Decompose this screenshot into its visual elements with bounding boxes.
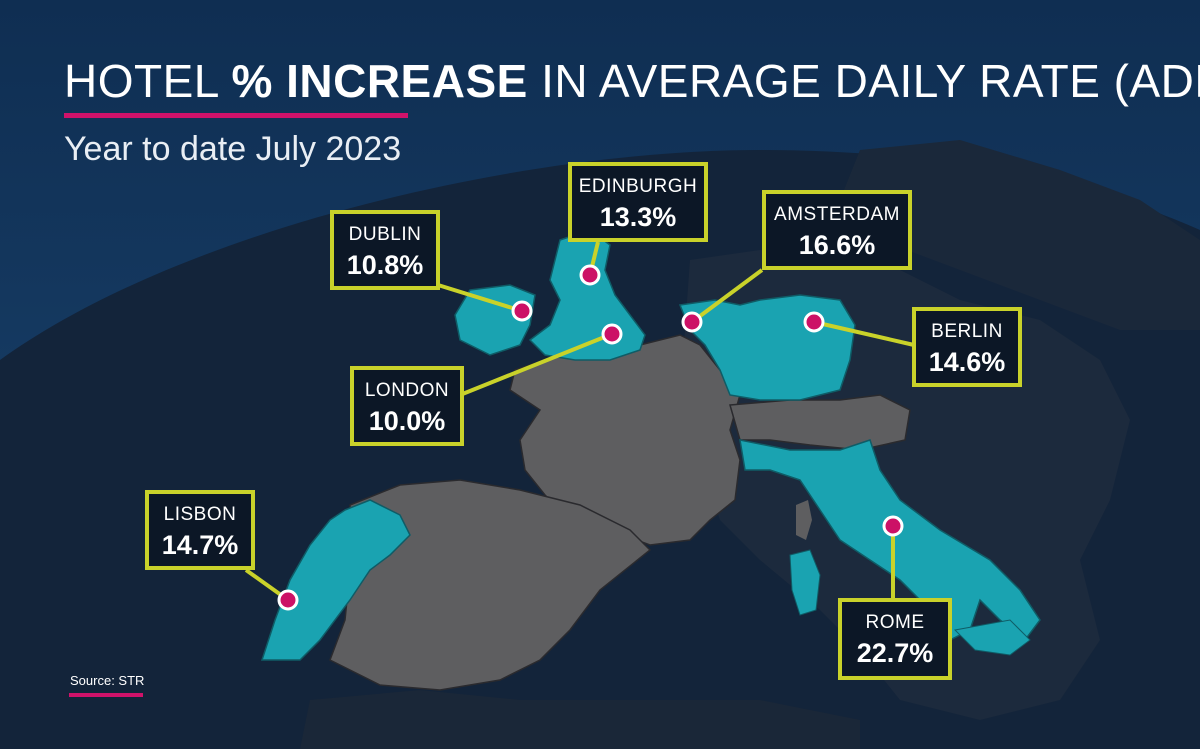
adr-value: 10.0% — [368, 406, 446, 436]
edinburgh-marker — [579, 264, 601, 286]
adr-value: 13.3% — [599, 202, 677, 232]
city-name: LONDON — [364, 380, 450, 401]
italy-shape — [739, 439, 1041, 642]
sardinia-shape — [789, 549, 821, 616]
label-london: LONDON 10.0% — [350, 366, 464, 446]
berlin-marker — [803, 311, 825, 333]
headline-suffix: IN AVERAGE DAILY RATE (ADR) — [527, 55, 1200, 107]
amsterdam-marker — [681, 311, 703, 333]
subtitle: Year to date July 2023 — [64, 130, 402, 168]
adr-value: 14.7% — [161, 530, 239, 560]
adr-value: 14.6% — [928, 347, 1006, 377]
ireland-shape — [454, 284, 536, 356]
alps-shape — [729, 394, 911, 451]
spain-shape — [329, 479, 652, 691]
label-amsterdam: AMSTERDAM 16.6% — [762, 190, 912, 270]
corsica-shape — [796, 500, 812, 540]
label-edinburgh: EDINBURGH 13.3% — [568, 162, 708, 242]
city-name: BERLIN — [931, 321, 1003, 342]
london-connector — [459, 332, 613, 397]
lisbon-marker — [277, 589, 299, 611]
rome-marker — [882, 515, 904, 537]
city-name: AMSTERDAM — [774, 204, 900, 225]
dublin-connector — [437, 283, 523, 313]
scandinavia-land — [840, 140, 1200, 330]
label-lisbon: LISBON 14.7% — [145, 490, 255, 570]
source-accent-rule — [69, 693, 143, 697]
city-name: DUBLIN — [348, 224, 422, 245]
north-africa-land — [300, 690, 860, 749]
headline-emphasis: % INCREASE — [231, 55, 528, 107]
label-dublin: DUBLIN 10.8% — [330, 210, 440, 290]
headline-prefix: HOTEL — [64, 55, 232, 107]
title-accent-rule — [64, 113, 408, 118]
city-name: EDINBURGH — [578, 176, 698, 197]
berlin-connector — [813, 320, 915, 347]
dublin-marker — [511, 300, 533, 322]
france-shape — [509, 334, 741, 546]
adr-value: 22.7% — [856, 638, 934, 668]
headline: HOTEL % INCREASE IN AVERAGE DAILY RATE (… — [64, 54, 1200, 108]
label-rome: ROME 22.7% — [838, 598, 952, 680]
adr-value: 16.6% — [798, 230, 876, 260]
london-marker — [601, 323, 623, 345]
city-name: ROME — [865, 612, 925, 633]
sicily-shape — [953, 619, 1031, 656]
portugal-shape — [260, 499, 411, 661]
city-markers — [277, 264, 904, 611]
amsterdam-connector — [690, 268, 764, 324]
label-berlin: BERLIN 14.6% — [912, 307, 1022, 387]
city-name: LISBON — [163, 504, 237, 525]
source-note: Source: STR — [70, 673, 145, 688]
adr-value: 10.8% — [346, 250, 424, 280]
